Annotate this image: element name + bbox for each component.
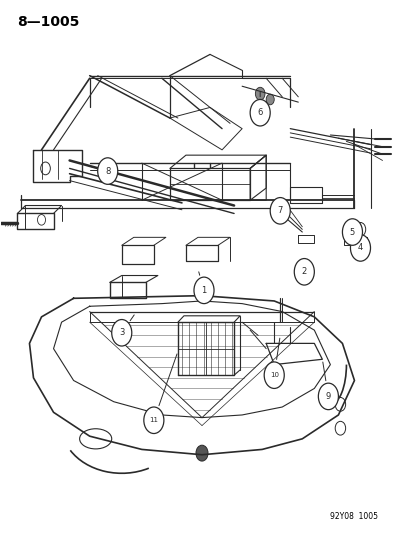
- Circle shape: [250, 100, 270, 126]
- Text: 92Y08  1005: 92Y08 1005: [330, 512, 379, 521]
- Text: 8: 8: [105, 166, 110, 175]
- Text: 7: 7: [278, 206, 283, 215]
- Text: 9: 9: [326, 392, 331, 401]
- Circle shape: [294, 259, 314, 285]
- Circle shape: [194, 277, 214, 304]
- Circle shape: [196, 445, 208, 461]
- Circle shape: [255, 87, 265, 100]
- Circle shape: [270, 198, 290, 224]
- Text: 6: 6: [257, 108, 263, 117]
- Circle shape: [98, 158, 118, 184]
- Text: 8—1005: 8—1005: [17, 14, 80, 29]
- Text: 4: 4: [358, 244, 363, 253]
- Circle shape: [318, 383, 339, 410]
- Text: 3: 3: [119, 328, 124, 337]
- Circle shape: [112, 319, 132, 346]
- Text: 10: 10: [270, 372, 279, 378]
- Circle shape: [144, 407, 164, 433]
- Text: 2: 2: [302, 268, 307, 276]
- Circle shape: [350, 235, 370, 261]
- Text: 5: 5: [350, 228, 355, 237]
- Circle shape: [266, 94, 274, 105]
- Circle shape: [264, 362, 284, 389]
- Text: 11: 11: [149, 417, 158, 423]
- Text: 1: 1: [201, 286, 206, 295]
- Circle shape: [343, 219, 362, 245]
